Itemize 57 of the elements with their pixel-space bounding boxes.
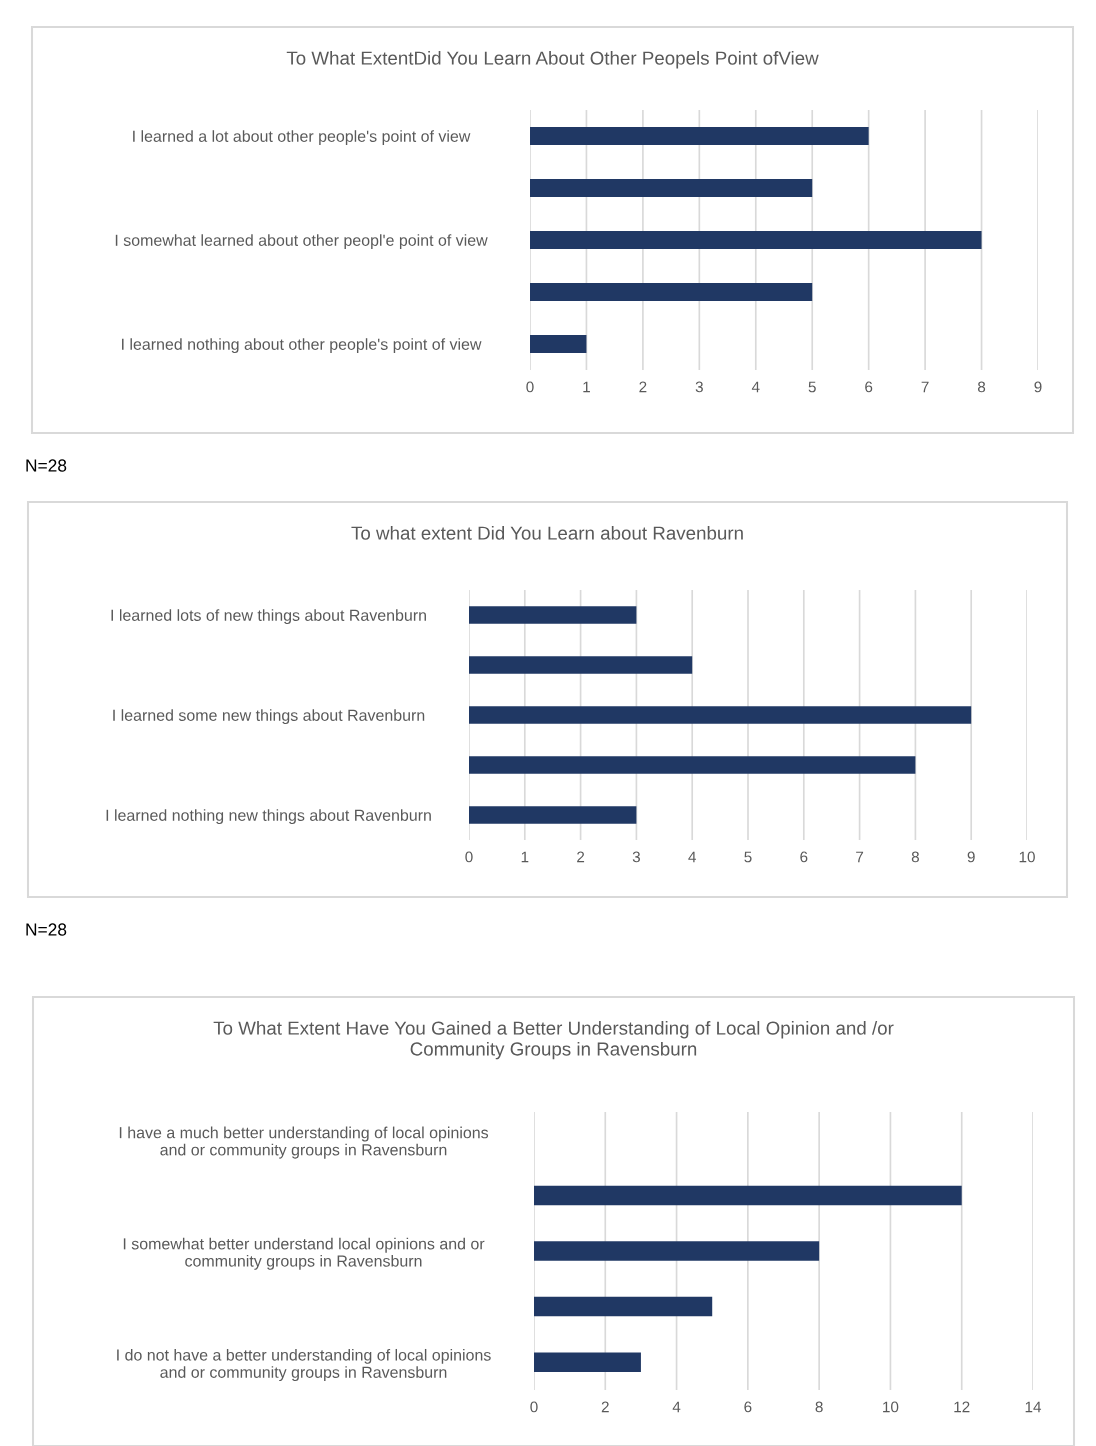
chart-title: To What Extent Have You Gained a Better Understanding of Local Opinion and /or Community Groups in Ravensburn xyxy=(213,1021,894,1060)
bar xyxy=(530,230,982,250)
bar xyxy=(534,1185,962,1206)
x-tick-label: 9 xyxy=(1034,381,1042,393)
x-tick-label: 6 xyxy=(744,1401,752,1413)
x-tick-label: 8 xyxy=(815,1401,823,1413)
x-tick-label: 4 xyxy=(751,381,760,393)
bar xyxy=(530,282,813,302)
x-tick-label: 3 xyxy=(632,851,640,863)
bar xyxy=(469,606,637,624)
x-tick-label: 3 xyxy=(695,381,703,393)
y-tick-label: I somewhat better understand local opinions and or community groups in Ravensburn xyxy=(123,1237,485,1270)
x-tick-label: 10 xyxy=(1019,851,1035,863)
y-tick-label: I learned nothing new things about Ravenburn xyxy=(106,809,431,825)
x-tick-label: 8 xyxy=(911,851,919,863)
chart-title: To what extent Did You Learn about Ravenburn xyxy=(351,526,743,540)
chart-title: To What ExtentDid You Learn About Other Peopels Point ofView xyxy=(286,51,819,69)
text: N=28 xyxy=(26,459,67,472)
x-tick-label: 6 xyxy=(800,851,808,863)
x-tick-label: 0 xyxy=(530,1401,538,1413)
bar xyxy=(469,756,916,774)
x-tick-label: 2 xyxy=(639,381,647,393)
x-tick-label: 7 xyxy=(856,851,864,863)
bar xyxy=(469,656,693,674)
x-tick-label: 10 xyxy=(883,1401,899,1413)
x-tick-label: 8 xyxy=(977,381,986,393)
x-tick-label: 9 xyxy=(967,851,975,863)
y-tick-label: I learned lots of new things about Ravenburn xyxy=(111,609,426,625)
x-tick-label: 5 xyxy=(744,851,752,863)
bar xyxy=(469,806,637,824)
x-tick-label: 4 xyxy=(688,851,696,863)
x-tick-label: 14 xyxy=(1025,1401,1042,1413)
y-tick-label: I learned some new things about Ravenburn xyxy=(113,709,425,725)
x-tick-label: 2 xyxy=(601,1401,609,1413)
x-tick-label: 5 xyxy=(808,381,816,393)
y-tick-label: I do not have a better understanding of local opinions and or community groups in Ravensburn xyxy=(117,1348,491,1382)
bar xyxy=(534,1352,641,1372)
x-tick-label: 4 xyxy=(672,1401,681,1413)
text: N=28 xyxy=(26,923,67,936)
bar xyxy=(530,178,813,198)
x-tick-label: 12 xyxy=(954,1401,970,1413)
y-tick-label: I have a much better understanding of local opinions and or community groups in Ravensburn xyxy=(119,1126,489,1159)
bar xyxy=(534,1241,820,1261)
x-tick-label: 6 xyxy=(865,381,873,393)
x-tick-label: 0 xyxy=(526,381,534,393)
y-tick-label: I somewhat learned about other peopl'e point of view xyxy=(115,234,488,250)
x-tick-label: 1 xyxy=(583,381,590,393)
x-tick-label: 2 xyxy=(577,851,585,863)
y-tick-label: I learned nothing about other people's point of view xyxy=(122,338,482,354)
bar xyxy=(469,706,972,724)
bar xyxy=(530,334,587,354)
bar xyxy=(530,126,869,146)
y-tick-label: I learned a lot about other people's point of view xyxy=(133,130,471,146)
x-tick-label: 0 xyxy=(465,851,473,863)
x-tick-label: 1 xyxy=(521,851,529,863)
bar xyxy=(534,1296,713,1317)
x-tick-label: 7 xyxy=(921,381,929,393)
